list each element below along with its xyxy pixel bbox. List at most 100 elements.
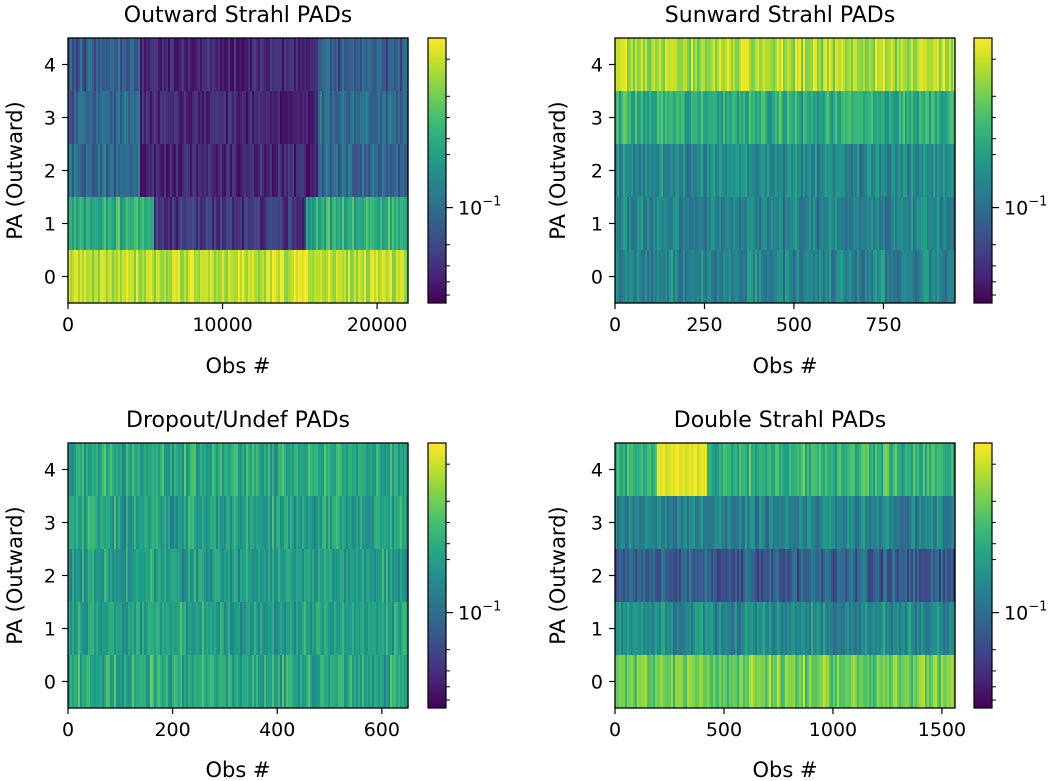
heatmap-cell — [807, 91, 810, 144]
heatmap-cell — [322, 549, 325, 602]
heatmap-cell — [288, 144, 291, 197]
heatmap-cell — [184, 549, 187, 602]
heatmap-cell — [184, 496, 187, 549]
heatmap-cell — [783, 655, 786, 708]
heatmap-cell — [228, 91, 231, 144]
heatmap-cell — [124, 250, 127, 303]
heatmap-cell — [941, 496, 944, 549]
heatmap-cell — [130, 250, 133, 303]
heatmap-cell — [340, 602, 343, 655]
heatmap-cell — [683, 144, 686, 197]
heatmap-cell — [721, 250, 724, 303]
heatmap-cell — [791, 250, 794, 303]
heatmap-cell — [180, 197, 183, 250]
heatmap-cell — [775, 655, 778, 708]
heatmap-cell — [937, 197, 940, 250]
heatmap-cell — [388, 91, 391, 144]
heatmap-cell — [941, 197, 944, 250]
heatmap-cell — [691, 602, 694, 655]
heatmap-cell — [917, 197, 920, 250]
heatmap-cell — [192, 549, 195, 602]
heatmap-cell — [715, 144, 718, 197]
heatmap-cell — [699, 496, 702, 549]
heatmap-cell — [96, 496, 99, 549]
heatmap-cell — [272, 38, 275, 91]
heatmap-cell — [248, 91, 251, 144]
heatmap-cell — [783, 197, 786, 250]
heatmap-cell — [306, 38, 309, 91]
heatmap-cell — [312, 38, 315, 91]
heatmap-cell — [274, 549, 277, 602]
heatmap-cell — [370, 91, 373, 144]
heatmap-cell — [116, 250, 119, 303]
heatmap-cell — [911, 250, 914, 303]
heatmap-cell — [84, 250, 87, 303]
heatmap-cell — [154, 443, 157, 496]
heatmap-cell — [192, 250, 195, 303]
heatmap-cell — [122, 443, 125, 496]
heatmap-cell — [214, 197, 217, 250]
heatmap-cell — [687, 496, 690, 549]
heatmap-cell — [152, 496, 155, 549]
heatmap-cell — [92, 443, 95, 496]
heatmap-cell — [148, 38, 151, 91]
heatmap-cell — [683, 549, 686, 602]
heatmap-cell — [749, 91, 752, 144]
heatmap-cell — [673, 91, 676, 144]
heatmap-cell — [943, 91, 946, 144]
heatmap-cell — [713, 655, 716, 708]
heatmap-cell — [152, 197, 155, 250]
heatmap-cell — [659, 549, 662, 602]
heatmap-cell — [360, 91, 363, 144]
heatmap-cell — [879, 144, 882, 197]
heatmap-cell — [923, 549, 926, 602]
heatmap-cell — [402, 197, 405, 250]
heatmap-cell — [925, 602, 928, 655]
heatmap-cell — [184, 602, 187, 655]
heatmap-cell — [344, 443, 347, 496]
heatmap-cell — [260, 496, 263, 549]
heatmap-cell — [290, 443, 293, 496]
heatmap-cell — [138, 443, 141, 496]
heatmap-cell — [404, 250, 407, 303]
heatmap-cell — [761, 250, 764, 303]
heatmap-cell — [316, 38, 319, 91]
heatmap-cell — [176, 443, 179, 496]
heatmap-cell — [773, 91, 776, 144]
heatmap-cell — [194, 443, 197, 496]
heatmap-cell — [332, 38, 335, 91]
heatmap-cell — [168, 602, 171, 655]
heatmap-cell — [184, 144, 187, 197]
heatmap-cell — [406, 91, 409, 144]
heatmap-cell — [901, 250, 904, 303]
heatmap-cell — [74, 496, 77, 549]
heatmap-cell — [258, 549, 261, 602]
heatmap-cell — [655, 496, 658, 549]
heatmap-cell — [809, 38, 812, 91]
heatmap-cell — [398, 549, 401, 602]
heatmap-cell — [879, 38, 882, 91]
heatmap-cell — [841, 443, 844, 496]
heatmap-cell — [354, 91, 357, 144]
heatmap-cell — [937, 602, 940, 655]
heatmap-cell — [348, 443, 351, 496]
heatmap-cell — [695, 144, 698, 197]
heatmap-cell — [633, 91, 636, 144]
heatmap-cell — [825, 443, 828, 496]
heatmap-cell — [943, 250, 946, 303]
heatmap-cell — [284, 38, 287, 91]
heatmap-cell — [292, 655, 295, 708]
heatmap-cell — [631, 549, 634, 602]
heatmap-cell — [873, 655, 876, 708]
heatmap-cell — [939, 496, 942, 549]
heatmap-cell — [647, 144, 650, 197]
heatmap-cell — [823, 38, 826, 91]
heatmap-cell — [342, 250, 345, 303]
heatmap-cell — [913, 91, 916, 144]
heatmap-cell — [643, 91, 646, 144]
heatmap-cell — [655, 250, 658, 303]
heatmap-cell — [811, 38, 814, 91]
heatmap-cell — [739, 496, 742, 549]
heatmap-cell — [286, 38, 289, 91]
heatmap-cell — [332, 91, 335, 144]
